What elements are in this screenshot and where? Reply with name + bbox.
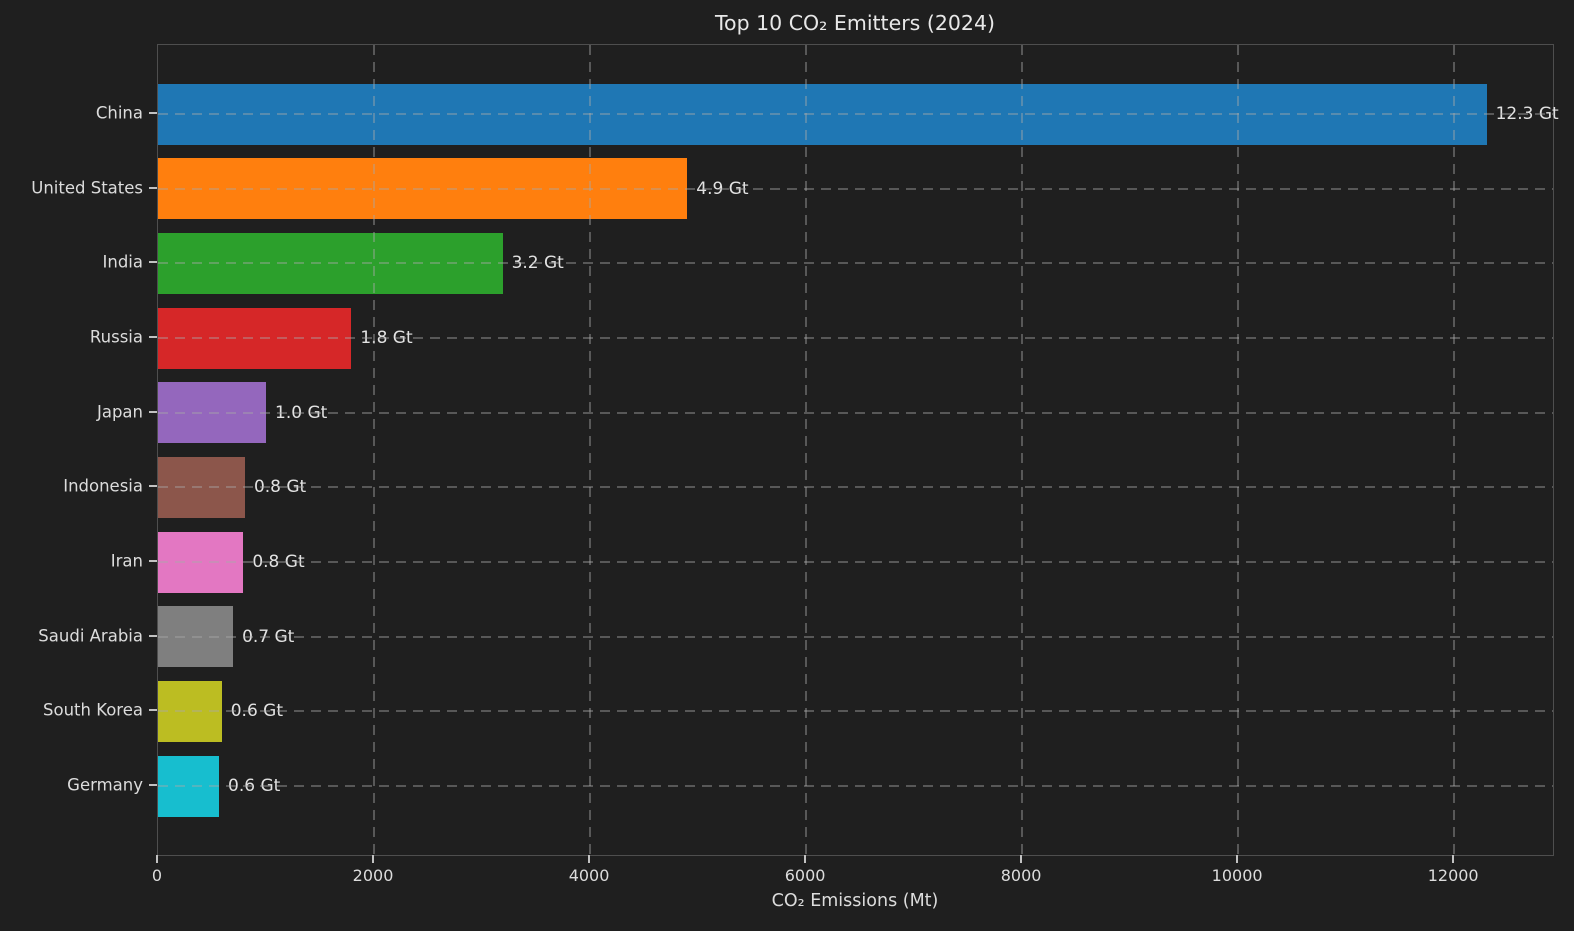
bar-value-label: 0.6 Gt (228, 776, 281, 796)
bar-united-states (158, 158, 688, 220)
bar-value-label: 3.2 Gt (511, 253, 564, 274)
bar-indonesia (158, 456, 245, 518)
y-tick-label: Iran (110, 551, 143, 571)
bars-layer: 12.3 Gt 4.9 Gt 3.2 Gt 1.8 Gt 1.0 Gt 0.8 Gt 0.8… (158, 45, 1559, 855)
bar-value-label: 1.0 Gt (275, 402, 328, 423)
bar-iran (158, 531, 244, 593)
y-tick-mark (149, 336, 157, 338)
x-tick-label: 6000 (784, 866, 826, 885)
bar-value-label: 1.8 Gt (360, 328, 413, 348)
bar-china (158, 83, 1487, 145)
y-tick-label: China (95, 103, 143, 123)
bar-value-label: 0.7 Gt (242, 626, 295, 647)
bar-value-label: 0.8 Gt (253, 477, 307, 498)
y-tick-label: South Korea (43, 700, 143, 720)
x-tick-mark (372, 855, 375, 863)
y-tick-mark (149, 634, 157, 637)
x-tick-mark (1452, 855, 1455, 863)
y-tick-mark (149, 560, 157, 562)
chart-title: Top 10 CO₂ Emitters (2024) (715, 11, 995, 35)
y-tick-mark (149, 709, 157, 712)
x-tick-mark (1020, 855, 1023, 863)
x-tick-label: 12000 (1427, 866, 1479, 885)
bar-south-korea (158, 680, 222, 742)
y-tick-label: Indonesia (63, 476, 143, 496)
y-tick-label: India (102, 252, 144, 272)
y-tick-label: Japan (96, 402, 143, 422)
bar-value-label: 0.6 Gt (230, 701, 283, 722)
x-tick-mark (804, 855, 807, 863)
y-tick-mark (149, 410, 157, 413)
y-tick-mark (149, 112, 157, 114)
bar-germany (158, 755, 220, 817)
x-tick-mark (156, 855, 158, 863)
plot-area: 12.3 Gt 4.9 Gt 3.2 Gt 1.8 Gt 1.0 Gt 0.8 Gt 0.8… (157, 44, 1559, 856)
x-tick-label: 0 (151, 866, 163, 885)
y-tick-label: United States (31, 178, 143, 198)
y-tick-label: Russia (89, 327, 143, 347)
bar-value-label: 0.8 Gt (252, 552, 305, 572)
bar-value-label: 12.3 Gt (1495, 104, 1559, 124)
x-tick-label: 4000 (568, 866, 610, 885)
y-tick-label: Saudi Arabia (38, 626, 143, 646)
y-tick-mark (149, 186, 157, 189)
bar-saudi-arabia (158, 606, 234, 668)
x-tick-mark (1236, 855, 1239, 863)
bar-value-label: 4.9 Gt (696, 178, 749, 199)
bar-india (158, 232, 503, 294)
x-axis-label: CO₂ Emissions (Mt) (771, 891, 939, 911)
x-tick-mark (588, 855, 591, 863)
x-tick-label: 10000 (1211, 866, 1263, 885)
y-tick-mark (149, 261, 157, 264)
y-tick-mark (149, 485, 157, 488)
y-tick-label: Germany (67, 775, 143, 795)
bar-japan (158, 382, 266, 444)
x-tick-label: 2000 (352, 866, 394, 885)
bar-russia (158, 307, 352, 369)
x-tick-label: 8000 (1000, 866, 1042, 885)
y-tick-mark (149, 784, 157, 786)
